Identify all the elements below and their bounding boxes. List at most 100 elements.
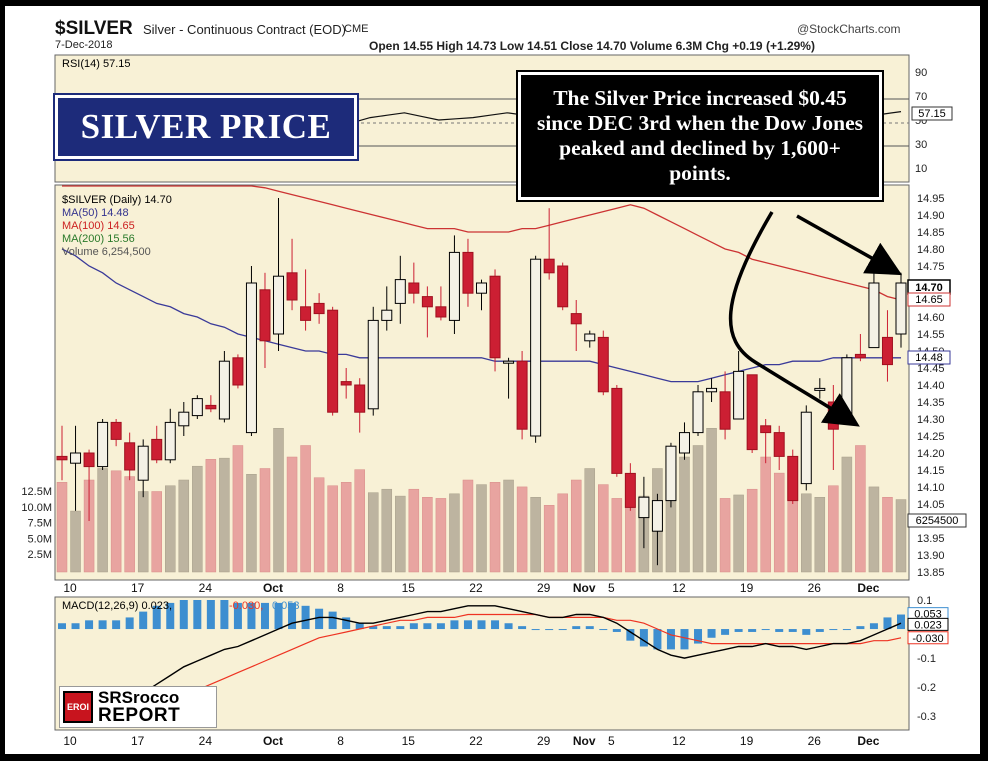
price-tick-label: 14.55	[917, 329, 945, 341]
volume-badge	[907, 513, 967, 528]
macd-hist-bar	[694, 629, 703, 644]
candle-body	[218, 360, 230, 420]
volume-bar	[286, 456, 298, 573]
candle-body	[719, 391, 731, 430]
volume-bar	[313, 477, 325, 573]
macd-hist-bar	[829, 629, 838, 631]
x-axis-top-label: 26	[808, 581, 822, 595]
candle-body	[354, 384, 366, 413]
x-axis-bottom-label: 8	[337, 734, 344, 748]
volume-bar	[895, 499, 907, 573]
volume-bar	[706, 428, 717, 573]
macd-hist-bar	[193, 600, 202, 630]
candle-body	[381, 309, 393, 321]
price-tick-label: 14.95	[917, 193, 945, 205]
price-tick-label: 14.05	[917, 499, 945, 511]
macd-badge	[907, 617, 949, 631]
x-axis-bottom: 10 17 24 Oct 8 15 22 29 Nov 5 12 19 26 Dec	[63, 734, 879, 748]
macd-hist-bar	[409, 623, 418, 630]
macd-hist-bar	[775, 629, 784, 632]
macd-hist-bar	[260, 602, 269, 630]
candle-body	[83, 452, 95, 468]
x-axis-top-label: 19	[740, 581, 754, 595]
volume-tick-label: 7.5M	[28, 518, 52, 530]
candle-body	[516, 360, 528, 430]
candle-body	[300, 306, 312, 321]
candle-body	[733, 370, 745, 420]
candle-body	[678, 432, 690, 454]
volume-bar	[435, 498, 447, 573]
volume-bar	[165, 485, 176, 573]
macd-badge-label: 0.053	[914, 609, 942, 621]
macd-hist-bar	[382, 626, 391, 630]
volume-bar	[543, 505, 555, 573]
candle-body	[489, 275, 501, 359]
x-axis-bottom-label: 29	[537, 734, 551, 748]
candle-body	[327, 309, 339, 413]
volume-bar	[882, 497, 893, 573]
macd-hist-bar	[869, 623, 878, 630]
volume-bar	[205, 459, 217, 573]
volume-bar	[828, 485, 839, 573]
candle-body	[124, 442, 136, 471]
volume-bar	[124, 476, 135, 573]
price-tick-label: 14.80	[917, 244, 945, 256]
volume-axis: 12.5M 10.0M 7.5M 5.0M 2.5M	[21, 486, 52, 561]
volume-tick-label: 12.5M	[21, 486, 52, 498]
candle-body	[611, 387, 623, 474]
volume-bar	[476, 484, 487, 573]
volume-bar	[516, 486, 528, 573]
macd-hist-bar	[355, 623, 364, 630]
macd-hist-bar	[748, 629, 757, 632]
macd-legend-main: MACD(12,26,9) 0.023,	[62, 600, 172, 612]
volume-bar	[192, 465, 203, 573]
rsi-last-badge	[911, 106, 953, 121]
x-axis-top-label: 22	[469, 581, 483, 595]
macd-hist-bar	[788, 629, 797, 632]
macd-hist-bar	[626, 629, 635, 641]
volume-bar	[381, 488, 393, 573]
macd-hist-bar	[585, 626, 594, 630]
chart-date: 7-Dec-2018	[55, 39, 113, 51]
ma50-label: 14.48	[915, 352, 943, 364]
macd-hist-bar	[247, 602, 256, 630]
volume-bar	[340, 482, 352, 573]
candle-body	[340, 381, 352, 386]
candle-body	[584, 333, 596, 342]
volume-bar	[814, 497, 826, 573]
chart-name: Silver - Continuous Contract (EOD)	[143, 22, 347, 37]
volume-bar	[462, 479, 474, 573]
volume-bar	[773, 472, 785, 573]
macd-hist-bar	[98, 620, 107, 630]
macd-hist-bar	[761, 629, 770, 631]
candle-body	[178, 411, 190, 427]
price-tick-label: 14.30	[917, 414, 945, 426]
volume-bar	[746, 488, 758, 573]
stockcharts-watermark: @StockCharts.com	[797, 22, 901, 36]
candle-body	[530, 258, 542, 437]
volume-bar	[855, 445, 866, 573]
candle-body	[868, 282, 880, 349]
candle-body	[800, 411, 812, 485]
volume-bar	[97, 468, 108, 573]
price-tick-label: 14.25	[917, 431, 945, 443]
volume-bar	[611, 498, 623, 573]
x-axis-top-label: 15	[402, 581, 416, 595]
volume-bar	[354, 469, 365, 573]
macd-tick-label: -0.2	[917, 682, 936, 694]
macd-tick-label: 0.1	[917, 595, 932, 607]
macd-hist-bar	[139, 611, 148, 630]
macd-legend-signal: -0.030,	[229, 600, 263, 612]
macd-hist-bar	[856, 626, 865, 630]
last-price-label: 14.70	[915, 282, 943, 294]
volume-bar	[598, 484, 609, 573]
macd-tick-label: -0.3	[917, 711, 936, 723]
price-tick-label: 14.60	[917, 312, 945, 324]
macd-hist-bar	[545, 629, 554, 631]
macd-hist-bar	[504, 623, 513, 630]
volume-bar	[503, 479, 514, 573]
macd-hist-bar	[734, 629, 743, 632]
macd-badge	[907, 631, 949, 645]
